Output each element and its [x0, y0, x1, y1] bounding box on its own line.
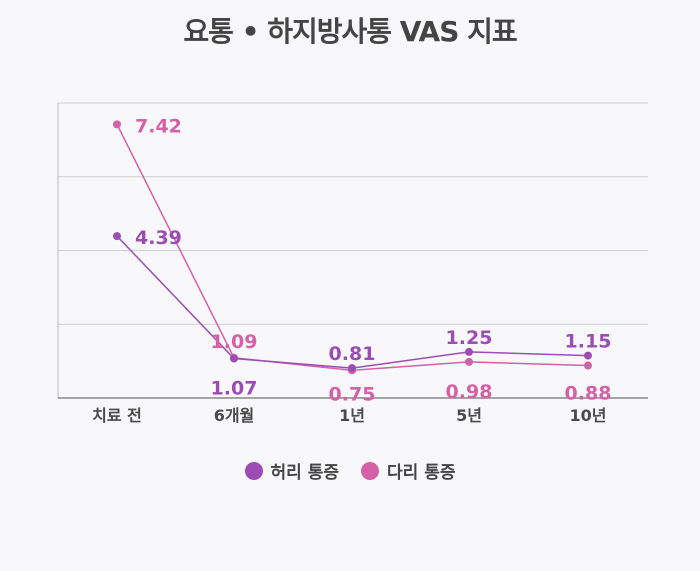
data-labels: 4.39 1.07 0.81 1.25 1.15 7.42 1.09 0.75 0.98 0.88 — [135, 115, 611, 405]
data-label: 7.42 — [135, 115, 182, 137]
data-label: 1.07 — [211, 378, 258, 400]
data-label: 0.98 — [446, 381, 493, 403]
x-tick-label: 6개월 — [214, 406, 255, 425]
axes — [57, 103, 648, 399]
grid-lines — [58, 102, 648, 325]
data-label: 0.81 — [329, 343, 376, 365]
data-point — [465, 347, 473, 356]
data-label: 1.09 — [211, 331, 258, 353]
legend-label-leg-pain: 다리 통증 — [387, 463, 456, 483]
data-point — [113, 120, 121, 129]
legend-item-back-pain[interactable]: 허리 통증 — [244, 458, 339, 483]
data-label: 1.15 — [565, 331, 612, 353]
data-label: 0.75 — [329, 383, 376, 405]
legend: 허리 통증 다리 통증 — [0, 458, 700, 483]
chart-title: 요통 • 하지방사통 VAS 지표 — [183, 15, 517, 48]
data-point — [230, 354, 238, 363]
series-line-1 — [116, 124, 589, 372]
legend-swatch-leg-pain — [361, 461, 379, 480]
x-tick-label: 10년 — [570, 406, 607, 425]
x-tick-label: 5년 — [456, 406, 482, 425]
series-lines — [116, 124, 589, 372]
data-point — [584, 361, 592, 370]
data-label: 1.25 — [446, 327, 493, 349]
x-tick-labels: 치료 전 6개월 1년 5년 10년 — [92, 406, 606, 425]
data-label: 0.88 — [565, 383, 612, 405]
data-point — [348, 364, 356, 373]
series-points — [113, 120, 592, 375]
data-point — [465, 357, 473, 366]
data-point — [584, 351, 592, 360]
data-point — [113, 232, 121, 241]
legend-swatch-back-pain — [244, 461, 263, 480]
data-label: 4.39 — [135, 227, 182, 249]
x-tick-label: 1년 — [339, 406, 365, 425]
x-tick-label: 치료 전 — [92, 406, 142, 425]
legend-label-back-pain: 허리 통증 — [270, 463, 339, 483]
legend-item-leg-pain[interactable]: 다리 통증 — [361, 458, 455, 483]
